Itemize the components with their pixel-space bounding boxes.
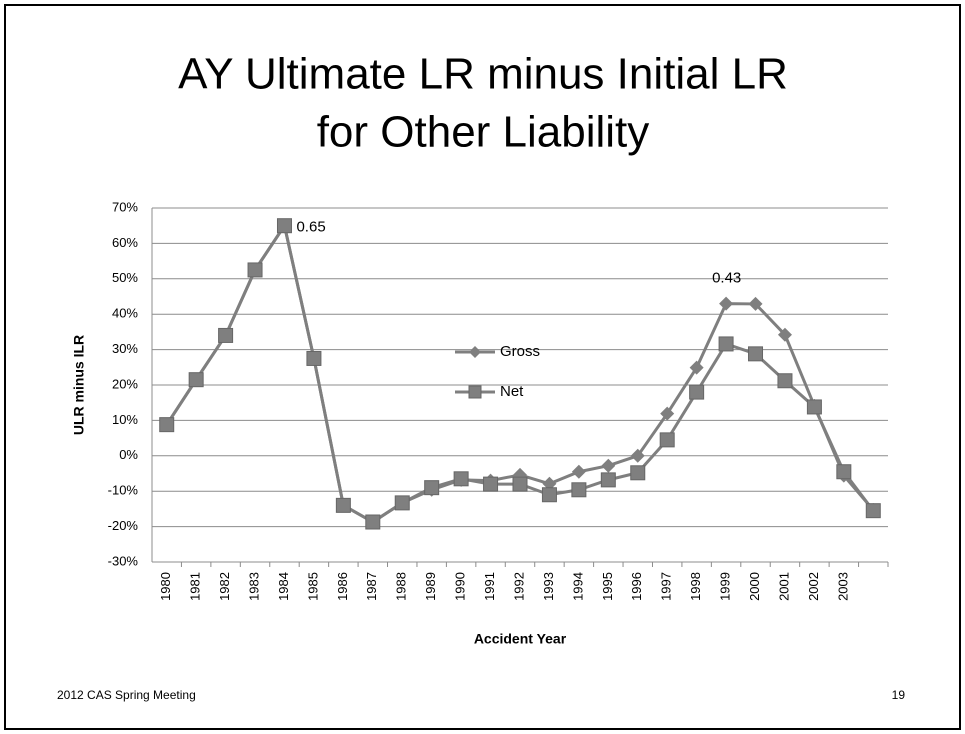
marker	[660, 406, 675, 421]
x-tick-label: 1984	[276, 572, 291, 601]
x-tick-label: 1990	[453, 572, 468, 601]
marker	[600, 472, 616, 488]
y-tick-label: 20%	[112, 376, 138, 391]
x-tick-label: 1986	[335, 572, 350, 601]
marker	[689, 384, 705, 400]
marker	[777, 327, 792, 342]
x-axis-label: Accident Year	[474, 631, 567, 647]
marker	[777, 373, 793, 389]
title-line: for Other Liability	[317, 108, 650, 157]
x-tick-label: 2001	[776, 572, 791, 601]
marker	[512, 476, 528, 492]
x-tick-label: 1995	[600, 572, 615, 601]
legend-label: Net	[500, 383, 524, 400]
marker	[541, 487, 557, 503]
marker	[719, 296, 734, 311]
y-tick-label: -20%	[108, 518, 139, 533]
marker	[218, 327, 234, 343]
data-label: 0.43	[712, 270, 741, 287]
page-number: 19	[892, 688, 906, 702]
x-tick-label: 1981	[188, 572, 203, 601]
marker	[659, 432, 675, 448]
x-tick-label: 1989	[423, 572, 438, 601]
y-tick-label: 10%	[112, 412, 138, 427]
y-tick-label: -10%	[108, 483, 139, 498]
slide-border	[4, 4, 961, 730]
marker	[571, 482, 587, 498]
marker	[718, 336, 734, 352]
footer: 2012 CAS Spring Meeting	[57, 688, 196, 702]
x-tick-label: 1991	[482, 572, 497, 601]
y-axis-label: ULR minus ILR	[71, 335, 87, 435]
marker	[453, 471, 469, 487]
marker	[365, 514, 381, 530]
marker	[630, 448, 645, 463]
x-tick-label: 1996	[629, 572, 644, 601]
marker	[424, 480, 440, 496]
marker	[188, 372, 204, 388]
marker	[630, 465, 646, 481]
x-tick-label: 1992	[511, 572, 526, 601]
marker	[394, 495, 410, 511]
marker	[689, 360, 704, 375]
marker	[469, 346, 481, 358]
x-tick-label: 2000	[747, 572, 762, 601]
y-tick-label: 30%	[112, 341, 138, 356]
y-tick-label: 50%	[112, 270, 138, 285]
x-tick-label: 1980	[158, 572, 173, 601]
x-tick-label: 1993	[541, 572, 556, 601]
marker	[276, 218, 292, 234]
marker	[601, 458, 616, 473]
marker	[748, 346, 764, 362]
marker	[836, 464, 852, 480]
marker	[483, 476, 499, 492]
x-tick-label: 1987	[364, 572, 379, 601]
y-tick-label: 0%	[119, 447, 138, 462]
marker	[247, 262, 263, 278]
marker	[571, 464, 586, 479]
marker	[159, 417, 175, 433]
x-tick-label: 2002	[806, 572, 821, 601]
x-tick-label: 1998	[688, 572, 703, 601]
marker	[806, 399, 822, 415]
x-tick-label: 1994	[570, 572, 585, 601]
x-tick-label: 1982	[217, 572, 232, 601]
marker	[468, 385, 482, 399]
legend-label: Gross	[500, 343, 540, 360]
y-tick-label: 40%	[112, 306, 138, 321]
x-tick-label: 1985	[305, 572, 320, 601]
marker	[306, 350, 322, 366]
x-tick-label: 1997	[659, 572, 674, 601]
marker	[335, 497, 351, 513]
title-line: AY Ultimate LR minus Initial LR	[178, 50, 788, 99]
x-tick-label: 1988	[394, 572, 409, 601]
data-label: 0.65	[296, 219, 325, 236]
marker	[865, 503, 881, 519]
x-tick-label: 1983	[246, 572, 261, 601]
y-tick-label: 60%	[112, 235, 138, 250]
marker	[748, 296, 763, 311]
x-tick-label: 2003	[835, 572, 850, 601]
y-tick-label: 70%	[112, 199, 138, 214]
x-tick-label: 1999	[718, 572, 733, 601]
y-tick-label: -30%	[108, 553, 139, 568]
